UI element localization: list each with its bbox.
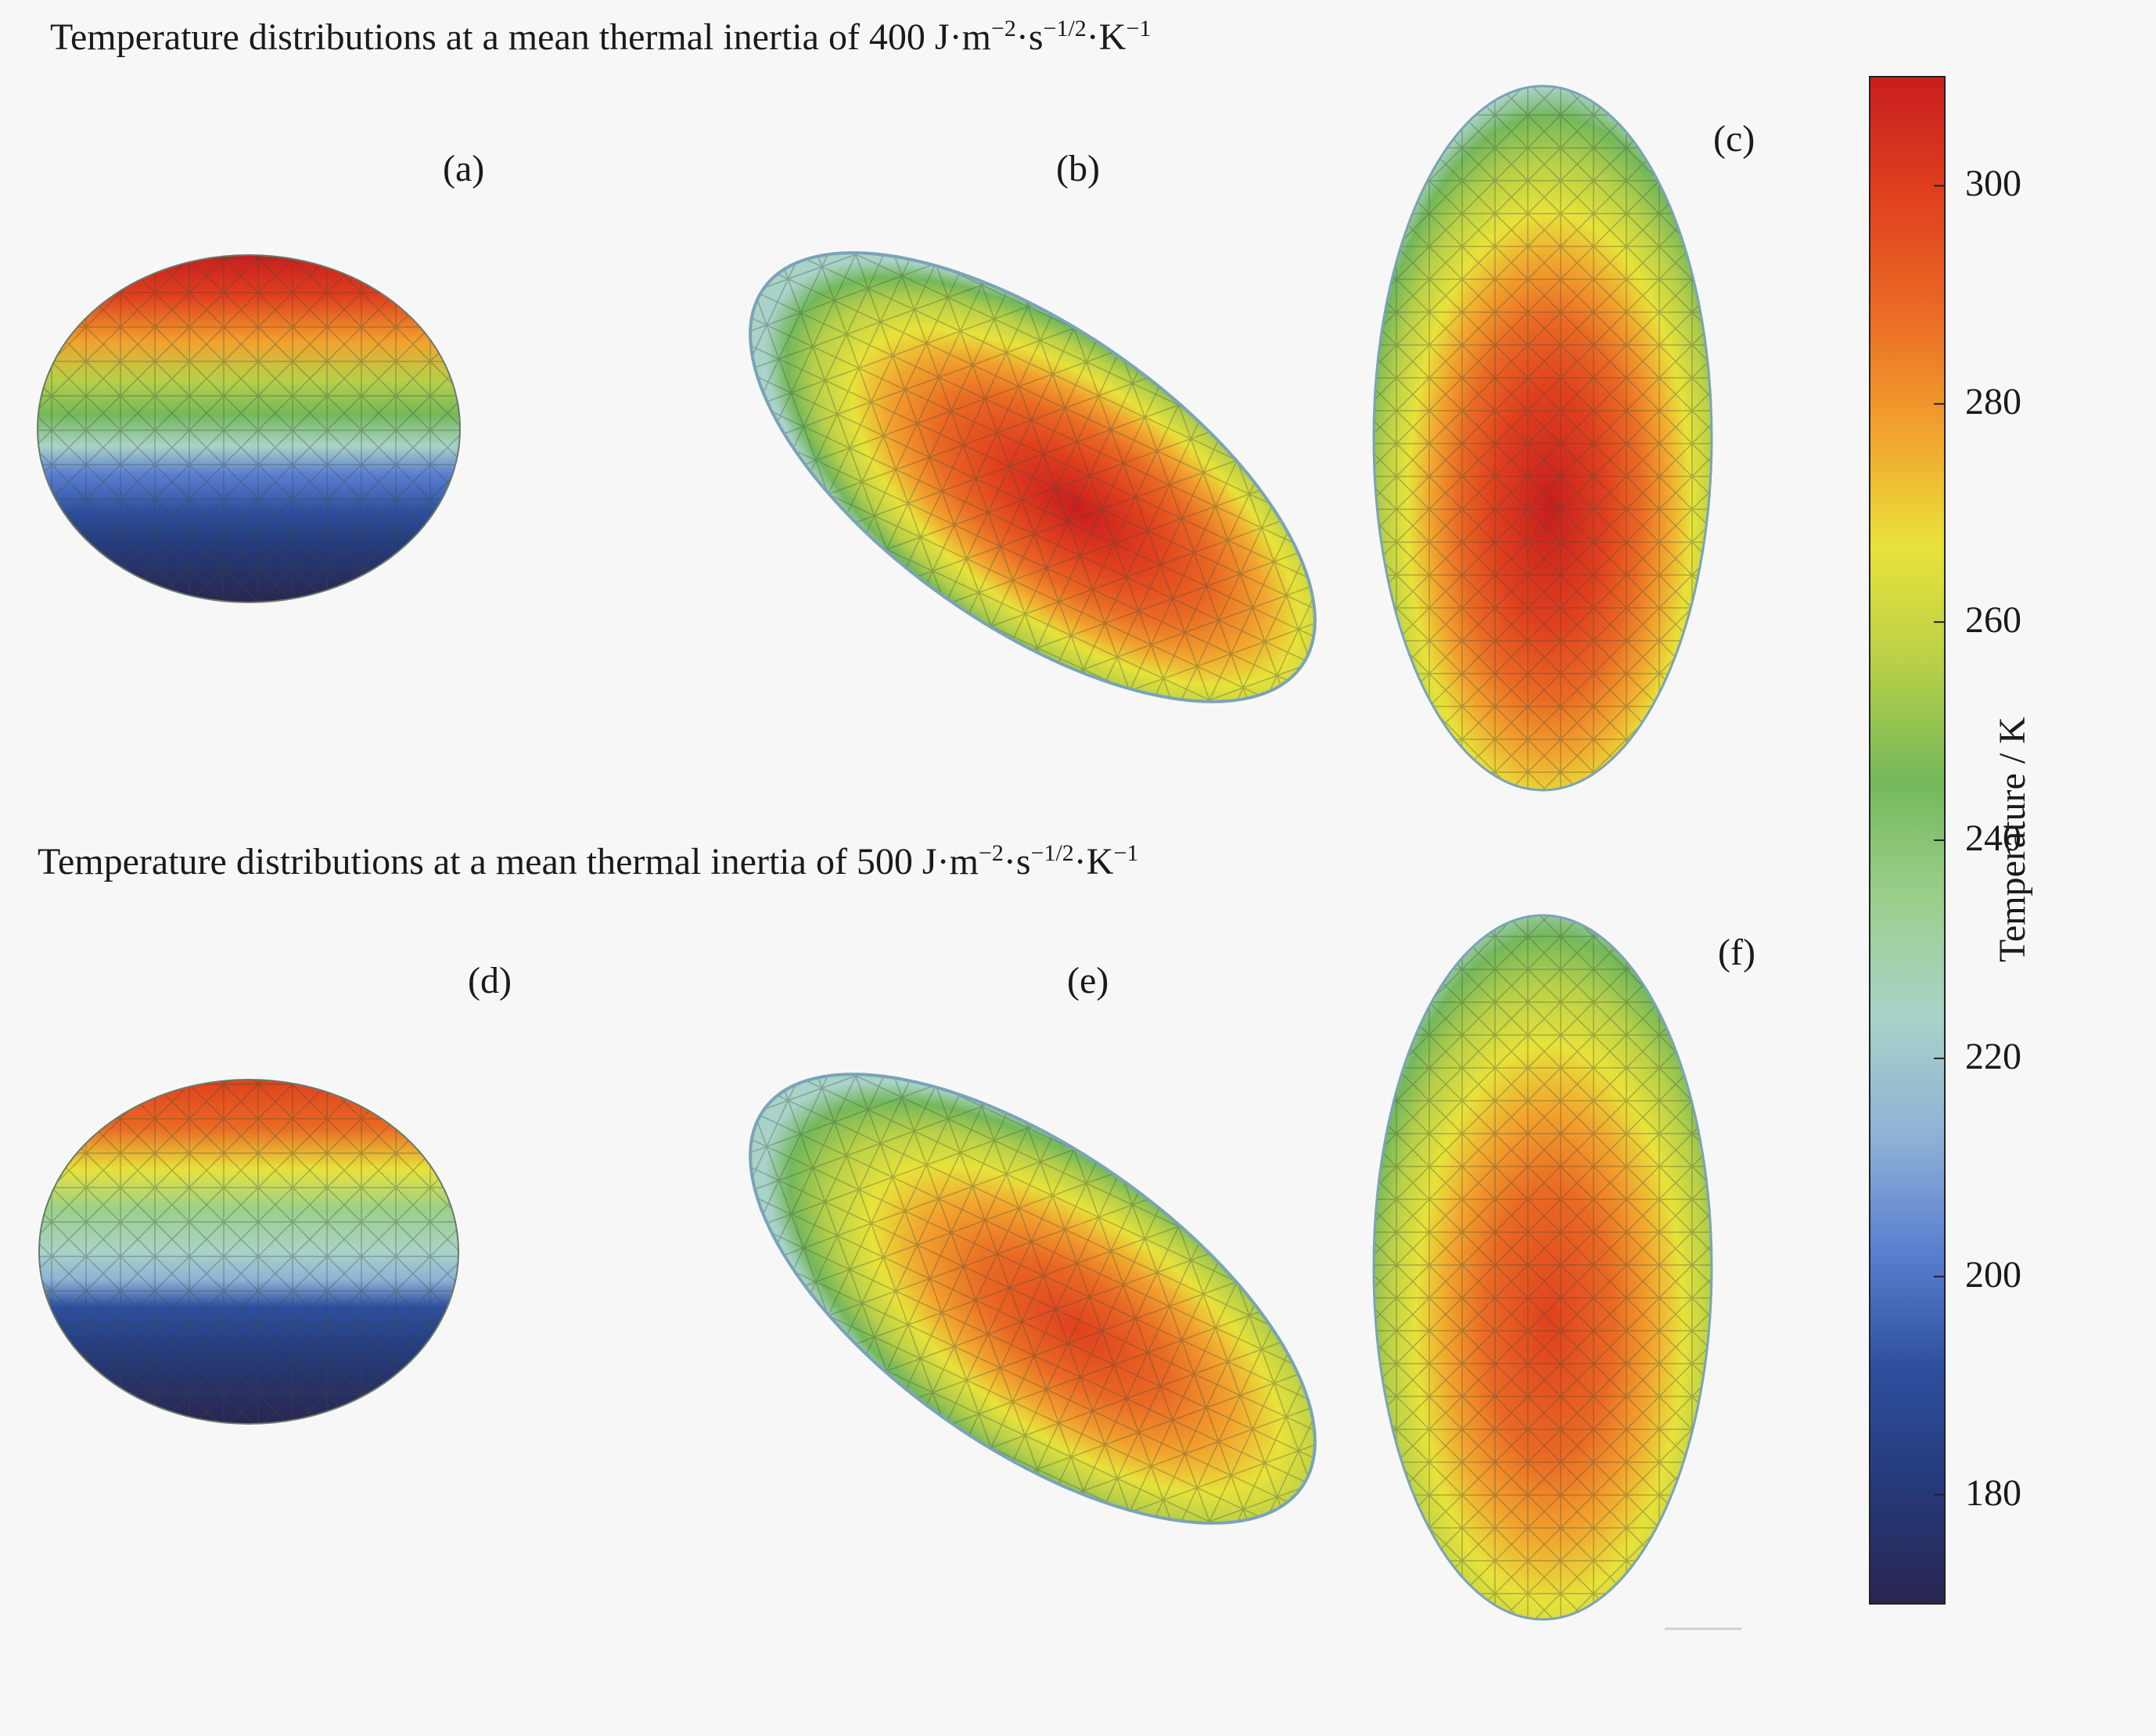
asteroid-model-d: [38, 1079, 459, 1425]
panel-label-d: (d): [468, 960, 512, 1001]
colorbar-tick-label: 180: [1965, 1472, 2021, 1514]
panel-label-c: (c): [1713, 118, 1755, 160]
row-title-400: Temperature distributions at a mean ther…: [50, 16, 1152, 58]
colorbar-tick-label: 300: [1965, 163, 2021, 205]
colorbar-tick-label: 260: [1965, 599, 2021, 642]
asteroid-model-e: [749, 1073, 1317, 1525]
asteroid-model-a: [37, 254, 461, 603]
asteroid-model-b: [749, 251, 1317, 703]
colorbar-tick-label: 240: [1965, 818, 2021, 859]
panel-label-e: (e): [1067, 960, 1109, 1001]
row-title-500: Temperature distributions at a mean ther…: [38, 840, 1139, 882]
colorbar-gradient: [1869, 76, 1946, 1605]
colorbar: [1869, 76, 1946, 1605]
colorbar-tick-label: 280: [1965, 381, 2021, 423]
panel-label-b: (b): [1056, 148, 1100, 189]
asteroid-model-f: [1372, 914, 1713, 1621]
panel-label-a: (a): [443, 148, 485, 189]
colorbar-tick-label: 220: [1965, 1035, 2021, 1077]
asteroid-model-c: [1372, 84, 1713, 792]
colorbar-title: Temperature / K: [1992, 717, 2033, 962]
colorbar-tick-label: 200: [1965, 1253, 2021, 1296]
panel-label-f: (f): [1718, 932, 1755, 973]
